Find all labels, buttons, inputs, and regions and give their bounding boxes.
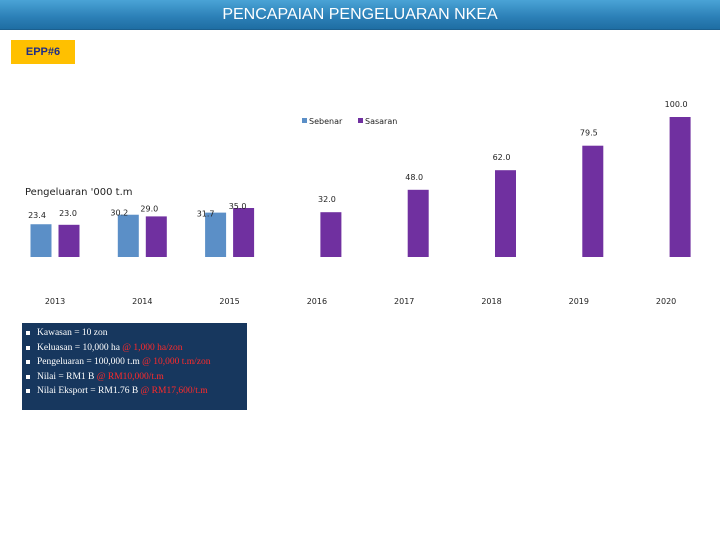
legend-label: Sasaran: [365, 117, 397, 126]
bar-sasaran-2019: [582, 145, 604, 257]
x-tick-label: 2013: [45, 297, 65, 306]
y-axis-label: Pengeluaran '000 t.m: [25, 187, 133, 198]
bar-sebenar-2013: [30, 224, 52, 257]
x-tick-label: 2015: [219, 297, 239, 306]
data-label: 79.5: [580, 129, 598, 138]
data-label: 35.0: [229, 202, 247, 211]
data-label: 31.7: [197, 210, 215, 219]
bar-sasaran-2015: [233, 208, 255, 257]
data-label: 32.0: [318, 195, 336, 204]
info-item-text: Kawasan = 10 zon: [37, 328, 108, 338]
epp-badge: EPP#6: [11, 40, 75, 64]
info-item-text: Keluasan = 10,000 ha: [37, 342, 123, 353]
bar-sasaran-2016: [320, 212, 342, 257]
data-label: 29.0: [140, 204, 158, 213]
data-label: 23.4: [28, 211, 46, 220]
legend-swatch: [358, 118, 363, 123]
bar-sebenar-2015: [205, 212, 227, 257]
info-item-highlight: @ RM17,600/t.m: [140, 386, 208, 397]
x-tick-label: 2019: [569, 297, 589, 306]
legend-label: Sebenar: [309, 117, 343, 126]
x-tick-label: 2020: [656, 297, 676, 306]
info-item-text: Pengeluaran = 100,000 t.m: [37, 357, 143, 368]
info-item-highlight: @ 10,000 t.m/zon: [142, 357, 211, 368]
legend-swatch: [302, 118, 307, 123]
x-tick-label: 2018: [481, 297, 501, 306]
chart-legend: Sebenar Sasaran: [302, 117, 397, 126]
bar-sasaran-2018: [495, 170, 516, 257]
page-title: PENCAPAIAN PENGELUARAN NKEA: [0, 0, 720, 30]
x-tick-label: 2017: [394, 297, 414, 306]
info-item: Nilai = RM1 B @ RM10,000/t.m: [26, 370, 247, 385]
data-label: 23.0: [59, 209, 77, 218]
bar-sasaran-2017: [407, 189, 429, 257]
data-label: 48.0: [405, 173, 423, 182]
bar-sebenar-2014: [117, 214, 139, 257]
info-item-text: Nilai Eksport = RM1.76 B: [37, 386, 141, 397]
info-item: Pengeluaran = 100,000 t.m @ 10,000 t.m/z…: [26, 355, 247, 370]
x-tick-label: 2014: [132, 297, 152, 306]
x-tick-label: 2016: [307, 297, 327, 306]
info-item: Keluasan = 10,000 ha @ 1,000 ha/zon: [26, 341, 247, 356]
info-item-highlight: @ RM10,000/t.m: [96, 371, 164, 382]
data-label: 100.0: [665, 100, 688, 109]
info-item-highlight: @ 1,000 ha/zon: [122, 342, 183, 353]
info-item: Kawasan = 10 zon: [26, 326, 247, 341]
data-label: 30.2: [110, 209, 128, 218]
bar-sasaran-2014: [145, 216, 167, 257]
info-box: Kawasan = 10 zon Keluasan = 10,000 ha @ 1…: [22, 323, 247, 410]
info-item: Nilai Eksport = RM1.76 B @ RM17,600/t.m: [26, 384, 247, 399]
info-item-text: Nilai = RM1 B: [37, 371, 97, 382]
bar-sasaran-2020: [669, 117, 691, 257]
data-label: 62.0: [493, 153, 511, 162]
bar-sasaran-2013: [58, 224, 80, 257]
bar-chart: Sebenar Sasaran Pengeluaran '000 t.m 23.4…: [25, 100, 691, 306]
